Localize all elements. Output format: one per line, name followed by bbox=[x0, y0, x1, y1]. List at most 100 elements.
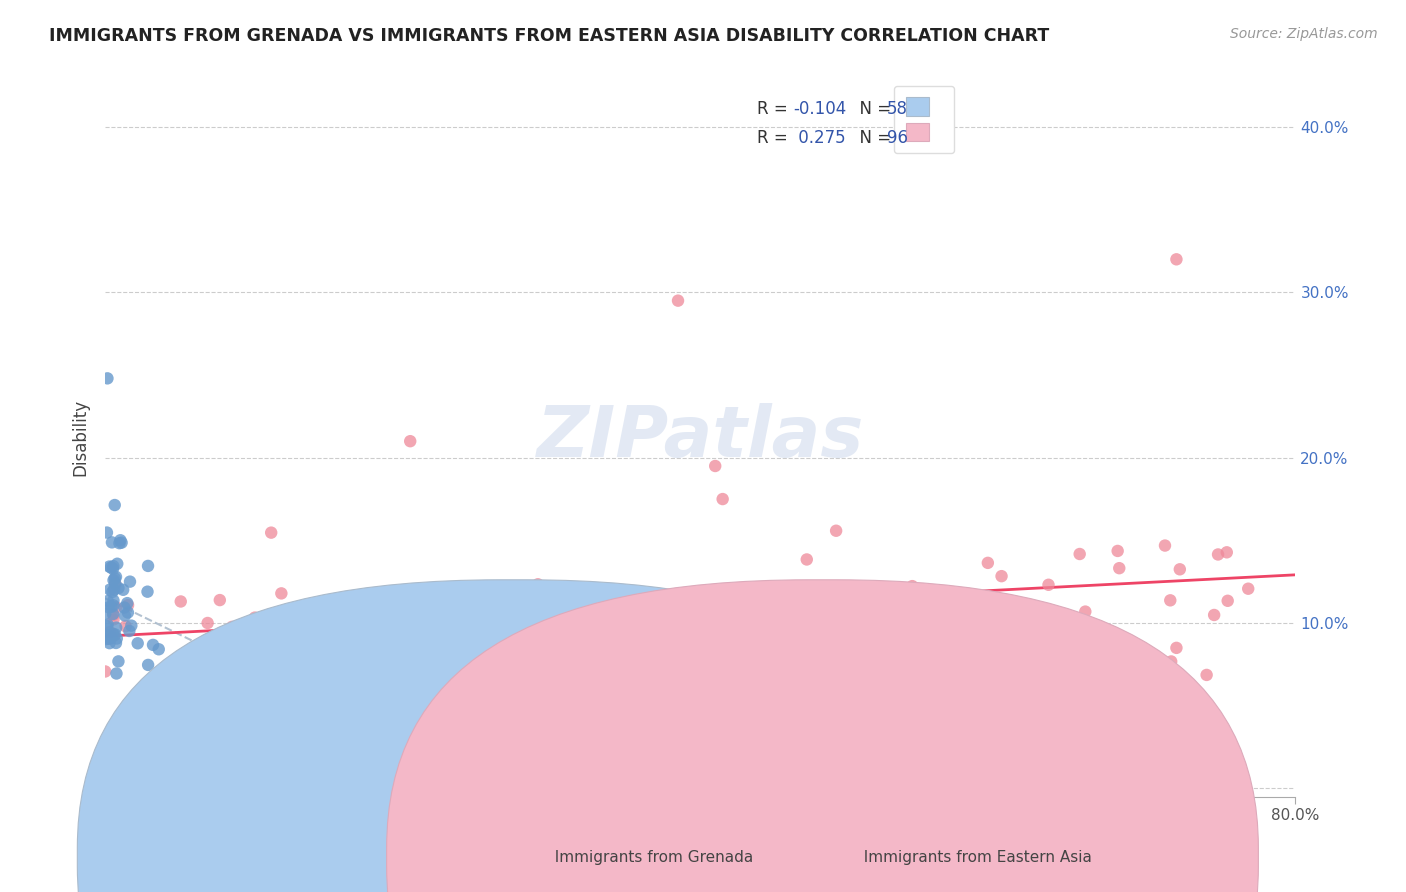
Point bbox=[1206, 548, 1229, 562]
Point bbox=[243, 610, 266, 624]
Point bbox=[103, 599, 125, 613]
Point bbox=[388, 714, 411, 728]
Point bbox=[127, 636, 149, 650]
Point bbox=[399, 434, 422, 449]
Point bbox=[103, 593, 125, 607]
Point bbox=[112, 600, 135, 615]
Point bbox=[101, 535, 124, 549]
Point bbox=[100, 751, 122, 765]
Point bbox=[107, 581, 129, 595]
Text: 58: 58 bbox=[887, 101, 908, 119]
Point bbox=[921, 585, 943, 599]
Point bbox=[1216, 594, 1239, 608]
Point bbox=[564, 673, 586, 687]
Point bbox=[1216, 545, 1239, 559]
Point bbox=[103, 612, 125, 626]
Point bbox=[136, 584, 159, 599]
Point bbox=[103, 628, 125, 642]
Point bbox=[179, 665, 201, 679]
Point bbox=[1166, 640, 1188, 655]
Point bbox=[117, 596, 139, 610]
Point bbox=[471, 608, 494, 623]
Point bbox=[103, 573, 125, 587]
Point bbox=[252, 659, 274, 673]
Point bbox=[112, 582, 135, 597]
Point bbox=[380, 612, 402, 626]
Point bbox=[796, 552, 818, 566]
Point bbox=[1108, 561, 1130, 575]
Point bbox=[510, 603, 533, 617]
Point bbox=[856, 640, 879, 655]
Point bbox=[98, 745, 121, 759]
Point bbox=[1069, 547, 1091, 561]
Point bbox=[94, 607, 117, 621]
Point bbox=[868, 657, 890, 672]
Point bbox=[347, 590, 370, 604]
Point bbox=[101, 585, 124, 599]
Point bbox=[94, 632, 117, 647]
Point bbox=[315, 660, 337, 674]
Point bbox=[620, 645, 643, 659]
Point bbox=[98, 582, 121, 597]
Point bbox=[673, 640, 696, 654]
Point bbox=[517, 638, 540, 652]
Point bbox=[651, 642, 673, 657]
Point bbox=[378, 616, 401, 631]
Point bbox=[98, 632, 121, 646]
Point bbox=[104, 498, 127, 512]
Point bbox=[104, 576, 127, 591]
Point bbox=[1038, 578, 1060, 592]
Point bbox=[1107, 544, 1129, 558]
Text: IMMIGRANTS FROM GRENADA VS IMMIGRANTS FROM EASTERN ASIA DISABILITY CORRELATION C: IMMIGRANTS FROM GRENADA VS IMMIGRANTS FR… bbox=[49, 27, 1049, 45]
Point bbox=[104, 570, 127, 584]
Point bbox=[748, 616, 770, 631]
Point bbox=[890, 615, 912, 630]
Point bbox=[118, 624, 141, 638]
Point bbox=[298, 640, 321, 655]
Point bbox=[1168, 562, 1191, 576]
Point bbox=[534, 624, 557, 639]
Point bbox=[415, 668, 437, 682]
Point bbox=[108, 536, 131, 550]
Point bbox=[664, 591, 686, 606]
Point bbox=[489, 640, 512, 655]
Point bbox=[104, 571, 127, 585]
Text: Immigrants from Eastern Asia: Immigrants from Eastern Asia bbox=[815, 850, 1092, 865]
Point bbox=[98, 636, 121, 650]
Point bbox=[870, 622, 893, 636]
Point bbox=[104, 577, 127, 591]
Point bbox=[825, 524, 848, 538]
Point bbox=[370, 661, 392, 675]
Point bbox=[381, 635, 404, 649]
Point bbox=[1166, 252, 1188, 267]
Point bbox=[498, 582, 520, 597]
Point bbox=[218, 654, 240, 668]
Point bbox=[114, 619, 136, 633]
Point bbox=[136, 558, 159, 573]
Point bbox=[221, 620, 243, 634]
Point bbox=[136, 657, 159, 672]
Point bbox=[960, 616, 983, 631]
Point bbox=[117, 606, 139, 620]
Point bbox=[1160, 655, 1182, 669]
Point bbox=[103, 582, 125, 597]
Point bbox=[110, 533, 132, 548]
Point bbox=[105, 666, 128, 681]
Point bbox=[100, 599, 122, 614]
Point bbox=[100, 631, 122, 645]
Point bbox=[1154, 539, 1177, 553]
Y-axis label: Disability: Disability bbox=[72, 399, 89, 475]
Point bbox=[105, 557, 128, 571]
Point bbox=[97, 600, 120, 615]
Point bbox=[368, 640, 391, 655]
Point bbox=[1074, 605, 1097, 619]
Text: 0.275: 0.275 bbox=[793, 129, 846, 147]
Point bbox=[98, 559, 121, 574]
Text: R =: R = bbox=[758, 101, 793, 119]
Point bbox=[685, 617, 707, 632]
Point bbox=[754, 621, 776, 635]
Point bbox=[110, 535, 132, 549]
Point bbox=[96, 525, 118, 540]
Point bbox=[103, 559, 125, 574]
Point bbox=[270, 586, 292, 600]
